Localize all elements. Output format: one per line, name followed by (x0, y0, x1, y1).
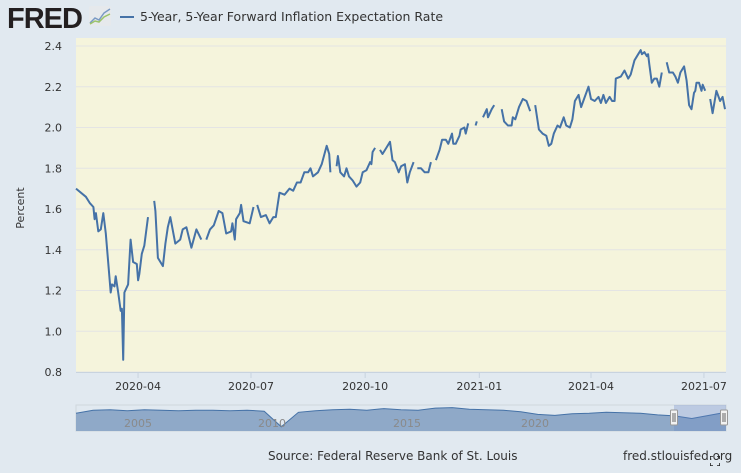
navigator-year-label: 2020 (521, 417, 549, 430)
series-line-segment (709, 89, 726, 115)
series-line-segment (474, 121, 478, 126)
y-tick-label: 2.4 (45, 40, 63, 53)
navigator-year-label: 2005 (124, 417, 152, 430)
y-tick-label: 1.6 (45, 203, 63, 216)
navigator-line (75, 407, 727, 428)
navigator[interactable]: 2005 2010 2015 2020 (75, 404, 728, 432)
y-tick-label: 2.0 (45, 122, 63, 135)
series-line-segment (434, 123, 470, 161)
y-tick-label: 1.0 (45, 325, 63, 338)
y-axis-label: Percent (14, 187, 27, 229)
series-line-segment (335, 147, 376, 188)
series-line-segment (205, 203, 255, 241)
series-line-segment (500, 98, 532, 127)
x-tick-label: 2020-04 (115, 380, 161, 393)
fullscreen-icon[interactable] (710, 456, 720, 466)
y-tick-label: 1.2 (45, 285, 63, 298)
legend-item[interactable]: 5-Year, 5-Year Forward Inflation Expecta… (120, 9, 443, 24)
navigator-area (76, 407, 726, 431)
series-line-segment (75, 187, 149, 361)
site-link[interactable]: fred.stlouisfed.org (623, 449, 733, 463)
y-tick-label: 1.8 (45, 162, 63, 175)
series-line-segment (153, 200, 203, 268)
x-tick-label: 2021-01 (456, 380, 502, 393)
y-tick-label: 0.8 (45, 366, 63, 379)
y-tick-label: 1.4 (45, 244, 63, 257)
navigator-selected-range[interactable] (674, 405, 726, 431)
x-tick-label: 2020-07 (228, 380, 274, 393)
navigator-year-label: 2015 (393, 417, 421, 430)
series-line-segment (417, 161, 432, 174)
plot-area (76, 38, 726, 372)
navigator-handle-right[interactable] (720, 409, 728, 426)
x-tick-label: 2021-04 (568, 380, 614, 393)
fred-logo[interactable]: FRED (7, 3, 83, 35)
legend-line-swatch (120, 15, 134, 18)
series-line-segment (379, 140, 415, 184)
navigator-handle-left[interactable] (670, 409, 678, 426)
x-tick-label: 2020-10 (342, 380, 388, 393)
series-line-segment (256, 144, 332, 225)
series-line-segment (665, 62, 707, 111)
x-tick-label: 2021-07 (681, 380, 727, 393)
series-line-segment (482, 104, 496, 119)
y-tick-label: 2.2 (45, 81, 63, 94)
navigator-year-label: 2010 (258, 417, 286, 430)
fred-logo-graph-icon (89, 6, 111, 26)
source-note: Source: Federal Reserve Bank of St. Loui… (268, 449, 518, 463)
series-line-segment (534, 49, 663, 147)
legend-label: 5-Year, 5-Year Forward Inflation Expecta… (140, 9, 444, 24)
